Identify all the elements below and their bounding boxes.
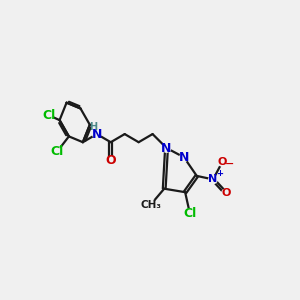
- Circle shape: [186, 209, 194, 217]
- Circle shape: [106, 157, 115, 165]
- Circle shape: [209, 175, 217, 184]
- Text: N: N: [208, 174, 218, 184]
- Circle shape: [45, 111, 53, 120]
- Text: Cl: Cl: [51, 145, 64, 158]
- Circle shape: [53, 147, 61, 156]
- Circle shape: [93, 130, 101, 138]
- Text: O: O: [105, 154, 116, 167]
- Circle shape: [162, 144, 171, 152]
- Text: Cl: Cl: [183, 207, 196, 220]
- Circle shape: [222, 189, 230, 197]
- Text: H: H: [89, 122, 98, 132]
- Circle shape: [180, 153, 188, 161]
- Circle shape: [218, 158, 226, 166]
- Text: CH₃: CH₃: [141, 200, 162, 210]
- Text: +: +: [217, 169, 224, 178]
- Text: Cl: Cl: [43, 109, 56, 122]
- Text: −: −: [225, 159, 235, 169]
- Circle shape: [147, 200, 156, 208]
- Text: N: N: [161, 142, 172, 154]
- Text: N: N: [179, 151, 189, 164]
- Text: N: N: [92, 128, 102, 141]
- Text: O: O: [218, 157, 227, 167]
- Text: O: O: [221, 188, 230, 198]
